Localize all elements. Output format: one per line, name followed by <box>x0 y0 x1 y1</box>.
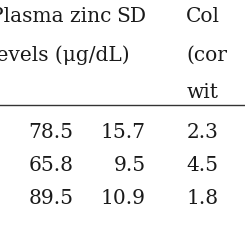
Text: 9.5: 9.5 <box>114 156 146 175</box>
Text: (cor: (cor <box>186 45 227 64</box>
Text: 89.5: 89.5 <box>28 189 74 208</box>
Text: 1.8: 1.8 <box>186 189 218 208</box>
Text: 2.3: 2.3 <box>186 122 218 142</box>
Text: 78.5: 78.5 <box>28 122 74 142</box>
Text: SD: SD <box>116 7 146 26</box>
Text: 15.7: 15.7 <box>101 122 146 142</box>
Text: 4.5: 4.5 <box>186 156 218 175</box>
Text: levels (μg/dL): levels (μg/dL) <box>0 45 130 65</box>
Text: wit: wit <box>186 83 218 102</box>
Text: 10.9: 10.9 <box>101 189 146 208</box>
Text: Col: Col <box>186 7 220 26</box>
Text: Plasma zinc: Plasma zinc <box>0 7 111 26</box>
Text: 65.8: 65.8 <box>28 156 74 175</box>
